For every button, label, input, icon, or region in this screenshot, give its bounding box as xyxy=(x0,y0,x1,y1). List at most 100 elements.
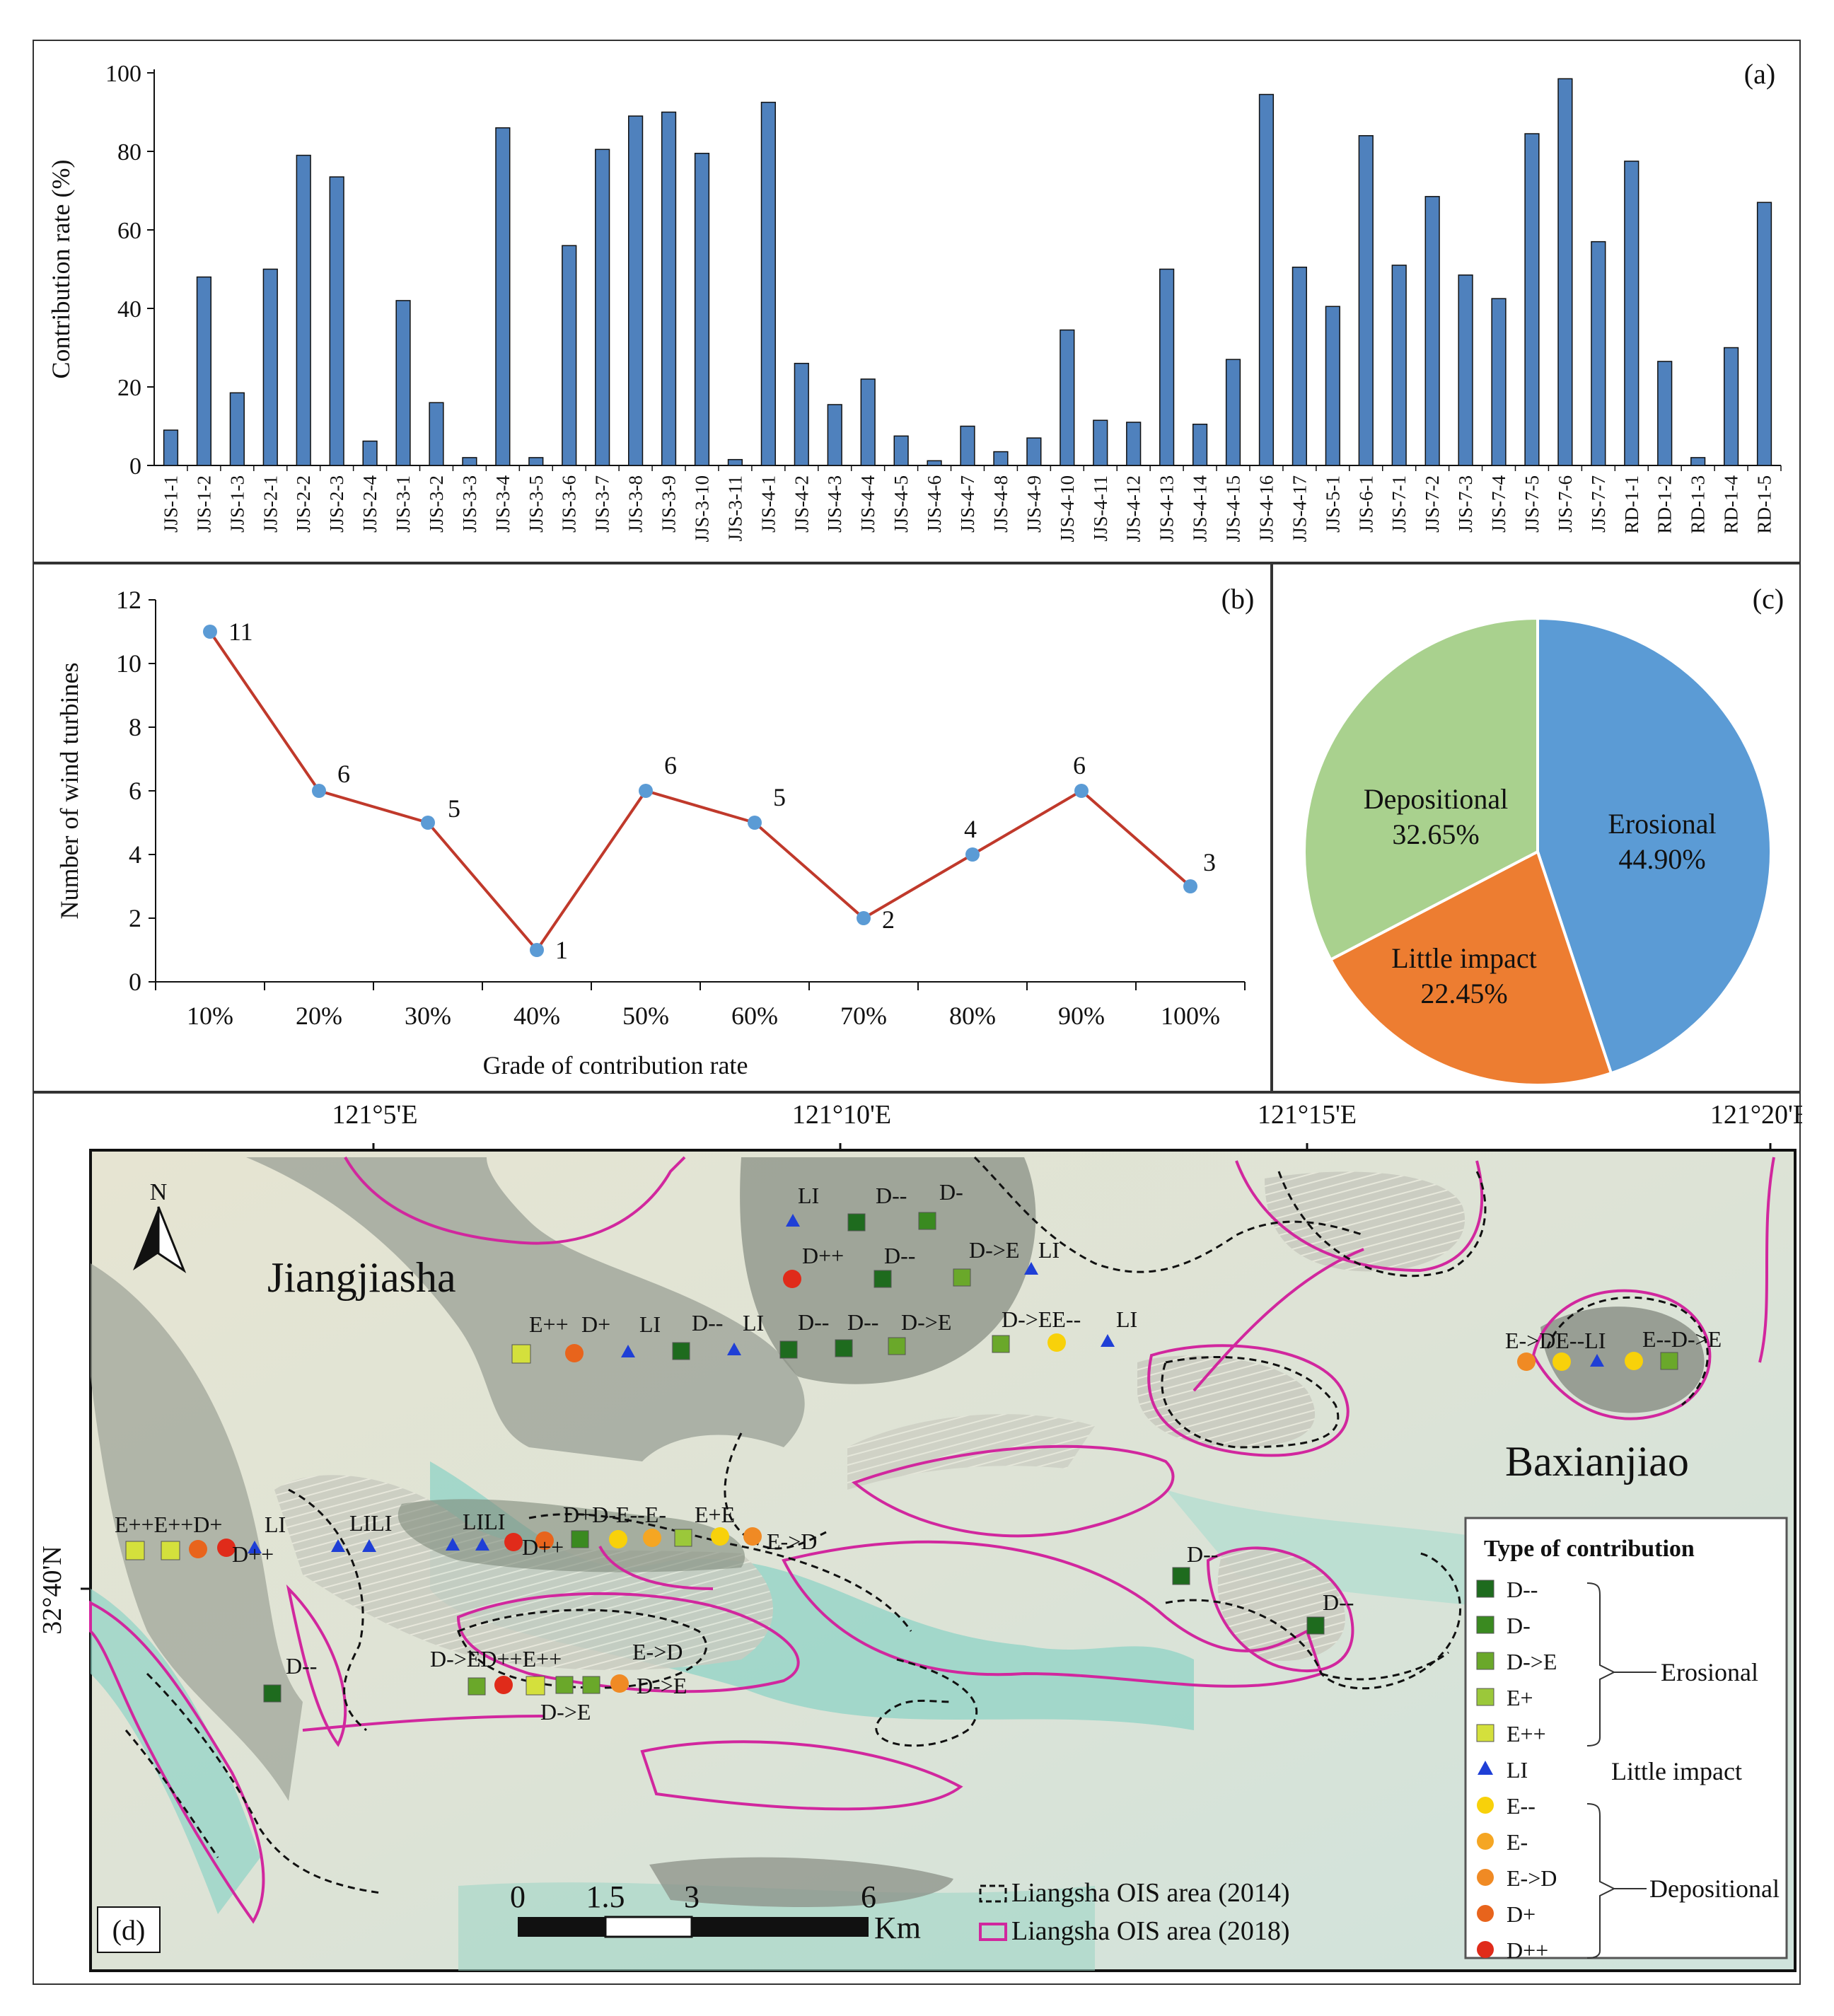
bar xyxy=(495,127,511,466)
marker-label: D-- xyxy=(1323,1589,1354,1615)
bar xyxy=(694,153,710,466)
y-tick-label: 40 xyxy=(117,296,141,323)
marker-d-- xyxy=(672,1342,690,1360)
panel-a-bar-chart: 0 20 40 60 80 100 JJS-1-1 JJS-1-2 JJS-1-3 JJS-2-1… xyxy=(33,40,1801,563)
svg-text:Liangsha OIS area (2018): Liangsha OIS area (2018) xyxy=(1011,1916,1290,1946)
bar xyxy=(562,245,577,466)
svg-text:6: 6 xyxy=(861,1879,876,1914)
bar xyxy=(395,300,411,466)
bar xyxy=(462,457,477,466)
outline-2018 xyxy=(89,1156,1775,1924)
svg-text:3: 3 xyxy=(684,1879,700,1914)
bar xyxy=(1491,298,1507,466)
tidal-flat xyxy=(246,1157,805,1461)
marker-label: LILI xyxy=(463,1509,505,1534)
marker-label: E--D->E xyxy=(1642,1326,1722,1352)
marker-d->e xyxy=(992,1335,1010,1353)
marker-label: D-- xyxy=(884,1243,915,1268)
y-axis-label: Number of wind turbines xyxy=(55,663,83,920)
marker-label: LI xyxy=(743,1310,764,1336)
x-tick-label: JJS-4-2 xyxy=(791,475,812,533)
svg-text:1.5: 1.5 xyxy=(586,1879,625,1914)
legend-swatch xyxy=(1476,1688,1495,1706)
y-axis-label: Contribution rate (%) xyxy=(47,160,75,379)
marker-li xyxy=(727,1343,741,1355)
scale-bar: 0 1.5 3 6 Km xyxy=(510,1879,921,1945)
legend-group-label: Depositional xyxy=(1649,1875,1780,1903)
marker-d-- xyxy=(835,1339,853,1357)
data-label: 5 xyxy=(448,794,460,823)
marker-label: E->D xyxy=(632,1639,683,1664)
bar-chart-svg: 0 20 40 60 80 100 JJS-1-1 JJS-1-2 JJS-1-3 JJS-2-1… xyxy=(47,58,1782,543)
bar xyxy=(1591,241,1606,466)
x-tick-label: 90% xyxy=(1058,1002,1105,1030)
marker-label: D-- xyxy=(1187,1541,1218,1567)
marker-d+ xyxy=(565,1344,584,1362)
y-tick-label: 6 xyxy=(129,777,141,805)
water-channel xyxy=(430,1461,1194,1730)
marker-label: D+D-E--E- xyxy=(563,1502,666,1527)
marker-label: D+ xyxy=(581,1311,610,1337)
x-tick-label: JJS-3-5 xyxy=(526,475,547,533)
marker-d-- xyxy=(779,1340,798,1359)
panel-d-map: 121°5'E 121°10'E 121°15'E 121°20'E 32°40… xyxy=(33,1092,1802,1985)
x-axis-label: Grade of contribution rate xyxy=(483,1051,748,1079)
bar xyxy=(1060,329,1075,466)
legend-swatch xyxy=(1476,1616,1495,1634)
bar xyxy=(329,176,344,466)
bar xyxy=(229,392,245,466)
legend-swatch xyxy=(1476,1580,1495,1598)
map-svg: 121°5'E 121°10'E 121°15'E 121°20'E 32°40… xyxy=(37,1100,1802,1972)
bar xyxy=(1292,266,1307,466)
marker-e+ xyxy=(674,1529,692,1547)
marker-d-- xyxy=(847,1213,866,1232)
bar xyxy=(827,404,842,466)
marker-label: LI xyxy=(1116,1307,1137,1332)
marker-d++ xyxy=(494,1676,513,1694)
legend-label: E->D xyxy=(1507,1865,1557,1891)
marker-d+ xyxy=(189,1540,207,1558)
panel-c-pie-chart: Erosional 44.90% Little impact 22.45% Deposi… xyxy=(1272,563,1801,1092)
legend-label: E-- xyxy=(1507,1793,1536,1819)
x-tick-label: 50% xyxy=(622,1002,669,1030)
marker-e->d xyxy=(1517,1352,1536,1371)
marker-e- xyxy=(643,1529,661,1547)
north-arrow-icon: N xyxy=(133,1179,187,1273)
bar xyxy=(860,378,876,466)
legend-swatch xyxy=(1478,1761,1493,1775)
slice-name: Erosional xyxy=(1608,808,1716,840)
marker-e->d xyxy=(743,1527,762,1546)
x-tick-label: JJS-4-16 xyxy=(1255,475,1277,543)
x-tick-label: 70% xyxy=(840,1002,887,1030)
marker-li xyxy=(621,1345,635,1357)
marker-label: D-- xyxy=(798,1309,829,1335)
data-point xyxy=(203,625,217,639)
x-tick-label: JJS-3-2 xyxy=(426,475,447,533)
bar xyxy=(1657,361,1673,466)
place-name-baxianjiao: Baxianjiao xyxy=(1505,1438,1689,1485)
bar xyxy=(595,149,610,466)
marker-e-- xyxy=(1552,1352,1571,1371)
x-tick-label: JJS-3-8 xyxy=(625,475,646,533)
x-tick-label: JJS-4-7 xyxy=(957,475,978,533)
x-tick-label: JJS-3-1 xyxy=(393,475,414,533)
x-tick-label: 40% xyxy=(513,1002,560,1030)
marker-label: D-- xyxy=(692,1310,723,1336)
y-tick-label: 0 xyxy=(129,453,141,480)
marker-li xyxy=(1590,1354,1604,1367)
y-tick-label: 60 xyxy=(117,218,141,244)
bar xyxy=(1458,274,1473,466)
slice-percent: 22.45% xyxy=(1420,978,1507,1009)
x-tick-label: 30% xyxy=(405,1002,451,1030)
x-tick-label: 10% xyxy=(187,1002,233,1030)
marker-label: E->D xyxy=(767,1529,817,1554)
data-label: 5 xyxy=(773,783,786,811)
marker-label: E+E xyxy=(695,1502,735,1527)
marker-label: LI xyxy=(265,1512,286,1537)
x-tick-label: RD-1-4 xyxy=(1721,475,1742,534)
x-tick-label: JJS-4-17 xyxy=(1289,475,1310,543)
bar xyxy=(1557,78,1573,466)
bar xyxy=(1756,202,1772,466)
x-tick-label: JJS-4-3 xyxy=(824,475,845,533)
